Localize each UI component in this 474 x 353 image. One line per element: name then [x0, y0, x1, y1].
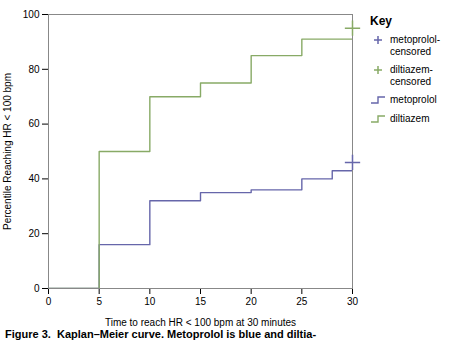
svg-text:40: 40	[28, 173, 40, 184]
svg-text:20: 20	[246, 296, 258, 307]
html-text:diltiazem: diltiazem	[390, 113, 430, 124]
html-text:metoprolol: metoprolol	[390, 94, 437, 105]
svg-text:25: 25	[296, 296, 308, 307]
svg-text:0: 0	[34, 283, 40, 294]
svg-text:Percentile Reaching HR < 100 b: Percentile Reaching HR < 100 bpm	[2, 73, 13, 230]
svg-text:0: 0	[46, 296, 52, 307]
html-text:diltiazem- censored: diltiazem- censored	[390, 64, 433, 87]
svg-text:5: 5	[96, 296, 102, 307]
svg-text:Time to reach HR < 100 bpm at: Time to reach HR < 100 bpm at 30 minutes	[105, 317, 296, 328]
svg-text:15: 15	[195, 296, 207, 307]
html-text:Figure 3. Kaplan–Meier curve.: Figure 3. Kaplan–Meier curve. Metoprolol…	[5, 328, 317, 340]
svg-text:80: 80	[28, 64, 40, 75]
svg-text:10: 10	[144, 296, 156, 307]
svg-text:60: 60	[28, 118, 40, 129]
svg-text:100: 100	[23, 9, 40, 20]
html-text:Key: Key	[370, 14, 392, 28]
svg-text:30: 30	[347, 296, 359, 307]
svg-text:20: 20	[28, 228, 40, 239]
html-text:metoprolol- censored: metoprolol- censored	[390, 34, 440, 57]
